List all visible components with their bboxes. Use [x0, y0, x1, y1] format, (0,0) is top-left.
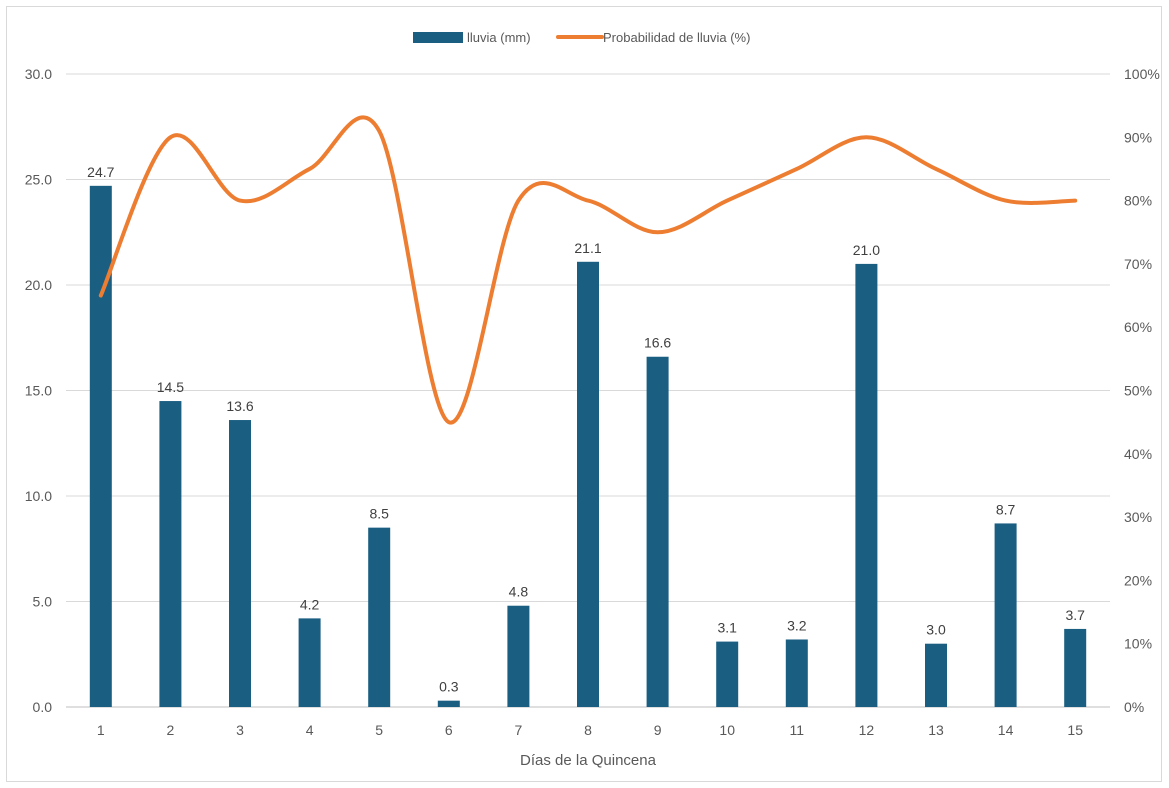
bar — [785, 639, 808, 707]
x-tick-label: 13 — [928, 722, 944, 738]
bar — [298, 618, 321, 707]
legend-label-line: Probabilidad de lluvia (%) — [603, 30, 750, 45]
bar-data-label: 13.6 — [226, 398, 253, 414]
x-axis: 1 2 3 4 5 6 7 8 9 10 11 12 13 14 15 — [97, 722, 1083, 738]
y-right-tick-label: 90% — [1124, 129, 1152, 145]
bar-data-label: 8.7 — [996, 501, 1016, 517]
x-axis-title: Días de la Quincena — [520, 752, 657, 769]
x-tick-label: 2 — [167, 722, 175, 738]
y-left-tick-label: 25.0 — [25, 172, 52, 188]
bar-data-label: 3.2 — [787, 617, 807, 633]
bar — [855, 263, 878, 707]
bar — [368, 527, 391, 707]
legend-swatch-bar — [413, 32, 463, 43]
y-right-tick-label: 60% — [1124, 319, 1152, 335]
bar-data-label: 4.8 — [509, 584, 529, 600]
x-tick-label: 15 — [1067, 722, 1083, 738]
bar-data-label: 16.6 — [644, 335, 671, 351]
bar-data-label: 3.7 — [1065, 607, 1085, 623]
bar — [716, 641, 739, 707]
y-axis-left: 0.0 5.0 10.0 15.0 20.0 25.0 30.0 — [25, 66, 52, 715]
probability-line — [98, 115, 1078, 425]
bar — [229, 420, 251, 707]
y-right-tick-label: 70% — [1124, 256, 1152, 272]
bar — [89, 185, 112, 707]
bar — [994, 523, 1017, 707]
y-left-tick-label: 5.0 — [33, 594, 53, 610]
bar — [577, 261, 599, 707]
bar-series — [89, 185, 1087, 707]
y-right-tick-label: 20% — [1124, 572, 1152, 588]
y-left-tick-label: 10.0 — [25, 488, 52, 504]
y-right-tick-label: 50% — [1124, 383, 1152, 399]
y-left-tick-label: 20.0 — [25, 277, 52, 293]
bar-data-label: 21.0 — [853, 242, 880, 258]
y-right-tick-label: 40% — [1124, 446, 1152, 462]
bar-data-label: 14.5 — [157, 379, 184, 395]
x-tick-label: 14 — [998, 722, 1014, 738]
bar-data-label: 3.1 — [717, 620, 737, 636]
x-tick-label: 1 — [97, 722, 105, 738]
legend-label-bar: lluvia (mm) — [467, 30, 531, 45]
bar — [159, 401, 182, 707]
bar-data-label: 21.1 — [574, 240, 601, 256]
y-left-tick-label: 30.0 — [25, 66, 52, 82]
bar — [437, 700, 460, 707]
x-tick-label: 6 — [445, 722, 453, 738]
line-series — [98, 115, 1078, 425]
y-right-tick-label: 0% — [1124, 699, 1144, 715]
bar — [925, 643, 947, 707]
x-tick-label: 7 — [515, 722, 523, 738]
y-left-tick-label: 15.0 — [25, 383, 52, 399]
x-tick-label: 11 — [790, 722, 805, 738]
bar — [507, 605, 530, 707]
y-right-tick-label: 10% — [1124, 636, 1152, 652]
data-labels: 24.7 14.5 13.6 4.2 8.5 0.3 4.8 21.1 16.6 3.1 3.2 21… — [87, 164, 1085, 695]
bar-data-label: 4.2 — [300, 596, 320, 612]
bar-data-label: 24.7 — [87, 164, 114, 180]
x-tick-label: 10 — [719, 722, 735, 738]
x-tick-label: 8 — [584, 722, 592, 738]
y-left-tick-label: 0.0 — [33, 699, 53, 715]
x-tick-label: 3 — [236, 722, 244, 738]
x-tick-label: 9 — [654, 722, 662, 738]
y-axis-right: 0% 10% 20% 30% 40% 50% 60% 70% 80% 90% 100% — [1124, 66, 1160, 715]
bar — [1064, 628, 1087, 707]
bar-data-label: 3.0 — [926, 622, 946, 638]
bar — [646, 356, 669, 707]
x-tick-label: 12 — [859, 722, 875, 738]
y-right-tick-label: 80% — [1124, 193, 1152, 209]
x-tick-label: 4 — [306, 722, 314, 738]
legend: lluvia (mm) Probabilidad de lluvia (%) — [413, 30, 750, 45]
bar-data-label: 0.3 — [439, 679, 459, 695]
y-right-tick-label: 100% — [1124, 66, 1160, 82]
y-right-tick-label: 30% — [1124, 509, 1152, 525]
x-tick-label: 5 — [375, 722, 383, 738]
bar-data-label: 8.5 — [369, 506, 389, 522]
